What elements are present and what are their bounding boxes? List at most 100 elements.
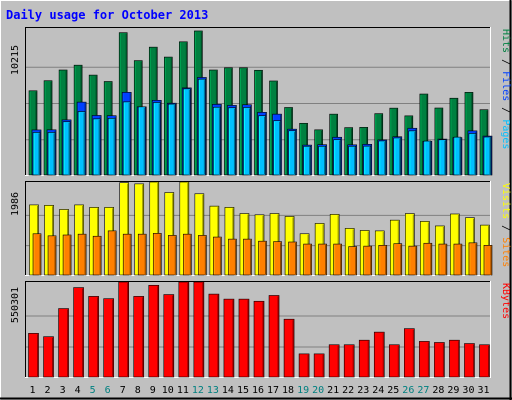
bar-pages-day-16 — [258, 115, 266, 176]
x-tick-label: 6 — [105, 385, 111, 396]
bar-sites-day-12 — [198, 235, 207, 276]
bar-kbytes-day-6 — [103, 298, 114, 378]
bar-pages-day-15 — [243, 107, 251, 176]
legend-separator: / — [500, 219, 511, 237]
bar-sites-day-14 — [228, 238, 237, 276]
bar-kbytes-day-14 — [223, 298, 235, 378]
x-tick-label: 29 — [447, 385, 459, 396]
bar-pages-day-2 — [47, 132, 56, 176]
bar-kbytes-day-15 — [238, 298, 250, 378]
bar-sites-day-13 — [213, 236, 222, 276]
bar-pages-day-1 — [32, 132, 41, 176]
bar-kbytes-day-17 — [268, 295, 280, 378]
bar-sites-day-5 — [92, 235, 102, 276]
bar-kbytes-day-3 — [58, 308, 69, 378]
chart-panels: 10215 Hits / Files / Pages 1986 Visits / Si… — [10, 27, 511, 378]
bar-kbytes-day-10 — [163, 294, 175, 378]
x-tick-label: 23 — [357, 385, 369, 396]
x-tick-label: 25 — [387, 385, 399, 396]
chart-title: Daily usage for October 2013 — [6, 8, 208, 22]
bar-sites-day-17 — [273, 241, 282, 276]
bar-sites-day-15 — [243, 238, 252, 276]
bar-sites-day-20 — [318, 243, 327, 276]
x-tick-label: 1 — [30, 385, 36, 396]
panel-kbytes-bars — [28, 281, 490, 378]
bar-sites-day-22 — [348, 246, 357, 276]
panel-visits-sites-legend: Visits / Sites — [500, 183, 511, 267]
panel-kbytes-legend: KBytes — [500, 283, 511, 319]
x-tick-label: 4 — [75, 385, 81, 396]
bar-kbytes-day-1 — [28, 333, 39, 378]
bar-pages-day-20 — [318, 145, 326, 176]
x-tick-label: 11 — [177, 385, 189, 396]
panel-kbytes-ymax-label: 550301 — [10, 287, 21, 323]
bar-kbytes-day-2 — [43, 336, 54, 378]
bar-sites-day-9 — [152, 233, 162, 276]
panel-hits-files-pages-bars — [28, 30, 493, 176]
x-tick-label: 13 — [207, 385, 219, 396]
bar-sites-day-23 — [363, 245, 373, 276]
legend-entry-files: Files — [500, 71, 511, 101]
x-tick-label: 12 — [192, 385, 204, 396]
legend-entry-visits: Visits — [500, 183, 511, 219]
bar-kbytes-day-26 — [404, 328, 415, 378]
bar-pages-day-17 — [273, 120, 281, 176]
x-tick-label: 14 — [222, 385, 234, 396]
legend-text: KBytes — [500, 283, 511, 319]
bar-kbytes-day-24 — [373, 331, 385, 378]
bar-pages-day-12 — [198, 78, 206, 176]
bar-pages-day-26 — [408, 130, 417, 176]
bar-pages-day-11 — [183, 88, 191, 176]
bar-sites-day-24 — [378, 245, 388, 276]
bar-kbytes-day-18 — [283, 318, 295, 378]
bar-sites-day-3 — [62, 234, 72, 276]
x-tick-label: 19 — [297, 385, 309, 396]
series-sites — [32, 230, 493, 276]
bar-kbytes-day-12 — [193, 281, 205, 378]
legend-separator: / — [500, 53, 511, 71]
bar-pages-day-27 — [423, 140, 432, 176]
bar-kbytes-day-27 — [419, 341, 430, 378]
x-tick-label: 30 — [462, 385, 474, 396]
bar-pages-day-9 — [152, 102, 161, 176]
x-tick-label: 16 — [252, 385, 264, 396]
x-tick-label: 7 — [120, 385, 126, 396]
bar-sites-day-21 — [333, 243, 342, 276]
bar-kbytes-day-25 — [388, 344, 400, 378]
bar-kbytes-day-23 — [358, 339, 370, 378]
bar-pages-day-28 — [438, 139, 447, 176]
panel-visits-sites-bars — [29, 181, 493, 276]
x-tick-label: 5 — [90, 385, 96, 396]
bar-sites-day-26 — [408, 245, 418, 276]
bar-kbytes-day-11 — [178, 281, 190, 378]
x-tick-label: 9 — [150, 385, 156, 396]
bar-pages-day-13 — [213, 106, 221, 176]
x-tick-label: 21 — [327, 385, 339, 396]
x-tick-label: 8 — [135, 385, 141, 396]
x-tick-label: 10 — [162, 385, 174, 396]
bar-kbytes-day-31 — [479, 344, 490, 378]
series-kbytes — [28, 281, 490, 378]
bar-pages-day-22 — [348, 145, 356, 176]
x-axis-day-labels: 1 2 3 4 5 6 7 8 9 10 11 12 13 14 15 16 17 18 19 20 21 22 23 24 2… — [30, 385, 490, 396]
legend-entry-sites: Sites — [500, 237, 511, 267]
panel-kbytes: 550301 KBytes — [10, 281, 511, 378]
bar-pages-day-25 — [393, 137, 402, 176]
panel-hits-files-pages: 10215 Hits / Files / Pages — [10, 27, 511, 176]
legend-entry-hits: Hits — [500, 29, 511, 53]
x-tick-label: 24 — [372, 385, 384, 396]
bar-pages-day-31 — [483, 136, 492, 176]
bar-kbytes-day-28 — [434, 342, 445, 378]
bar-kbytes-day-9 — [148, 284, 160, 378]
bar-sites-day-16 — [258, 240, 267, 276]
bar-sites-day-7 — [122, 233, 132, 276]
bar-kbytes-day-22 — [343, 344, 355, 378]
bar-sites-day-29 — [453, 243, 463, 276]
legend-text: Hits / Files / Pages — [500, 29, 511, 149]
bar-kbytes-day-16 — [253, 300, 265, 378]
bar-pages-day-4 — [77, 111, 86, 176]
x-tick-label: 26 — [402, 385, 414, 396]
bar-pages-day-7 — [122, 101, 131, 176]
